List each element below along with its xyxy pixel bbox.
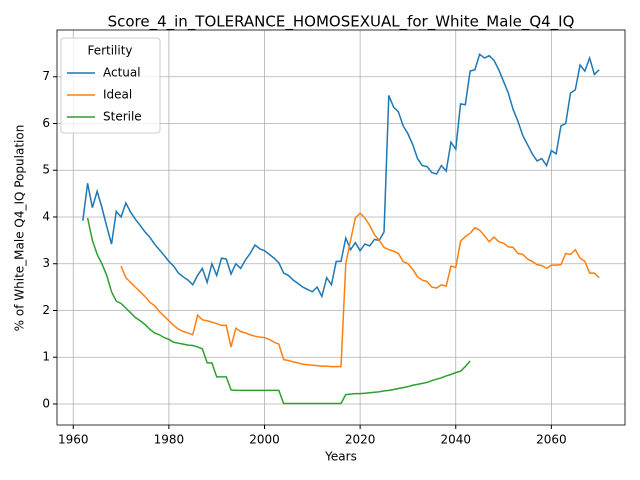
y-tick-label: 4 xyxy=(42,209,50,223)
y-tick-label: 3 xyxy=(42,256,50,270)
y-tick-label: 2 xyxy=(42,303,50,317)
x-tick-label: 1980 xyxy=(154,433,185,447)
line-series xyxy=(86,217,471,405)
x-axis-label: Years xyxy=(324,450,357,464)
y-tick-label: 5 xyxy=(42,163,50,177)
y-tick-label: 0 xyxy=(42,396,50,410)
x-tick-label: 2040 xyxy=(440,433,471,447)
plot-frame xyxy=(56,29,626,426)
x-tick-label: 1960 xyxy=(58,433,89,447)
x-tick-label: 2000 xyxy=(249,433,280,447)
legend-label: Actual xyxy=(103,66,141,80)
legend-box xyxy=(60,37,161,134)
x-tick-label: 2020 xyxy=(345,433,376,447)
x-tick-label: 2060 xyxy=(536,433,567,447)
line-series xyxy=(120,212,600,368)
legend-title: Fertility xyxy=(87,44,132,58)
y-tick-label: 6 xyxy=(42,116,50,130)
y-tick-label: 1 xyxy=(42,350,50,364)
y-axis-label: % of White_Male Q4_IQ Population xyxy=(13,125,27,332)
y-tick-label: 7 xyxy=(42,69,50,83)
chart-title: Score_4_in_TOLERANCE_HOMOSEXUAL_for_Whit… xyxy=(108,13,575,32)
legend-label: Ideal xyxy=(103,88,132,102)
line-series xyxy=(82,53,600,299)
legend-label: Sterile xyxy=(103,110,142,124)
